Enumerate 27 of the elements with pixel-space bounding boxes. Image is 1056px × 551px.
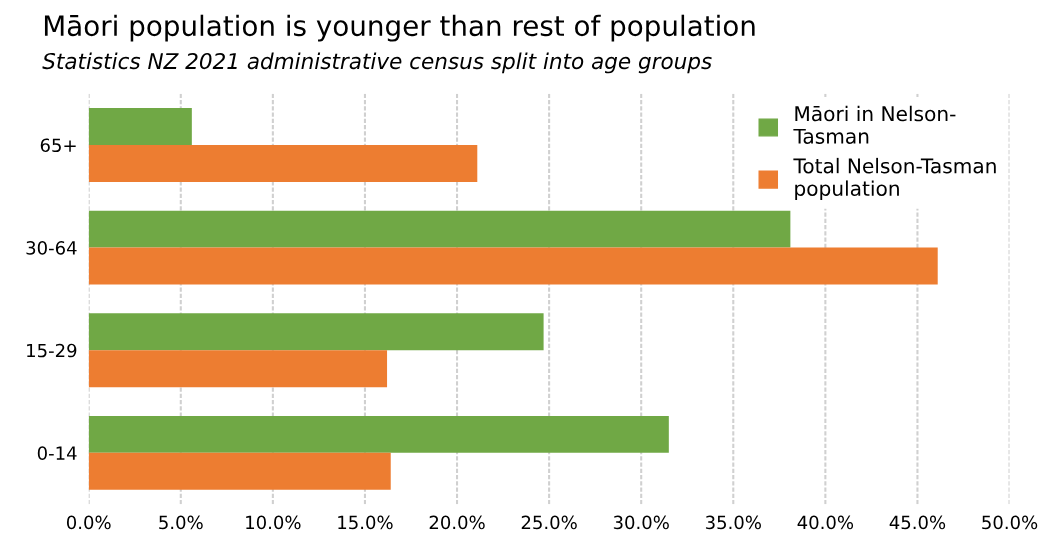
chart-title: Māori population is younger than rest of population [44,14,755,42]
bar [88,144,478,182]
x-tick-label: 5.0% [159,515,203,530]
y-tick-label: 15-29 [27,343,77,358]
y-tick-label: 0-14 [37,446,77,460]
bar [88,108,192,145]
x-tick-label: 30.0% [613,515,669,530]
bar [88,350,388,388]
x-tick-label: 40.0% [797,515,854,530]
x-tick-label: 20.0% [429,515,485,530]
x-tick-label: 50.0% [982,515,1038,530]
x-tick-label: 25.0% [521,515,577,530]
x-tick-label: 35.0% [705,515,761,530]
x-tick-label: 15.0% [338,515,393,530]
bar [88,313,544,351]
x-tick-label: 0.0% [66,515,111,530]
bar [88,452,391,490]
bar [88,210,791,248]
x-tick-label: 10.0% [246,515,301,530]
legend-label: Total Nelson-Tasman population [793,157,996,200]
y-tick-label: 65+ [40,138,76,153]
x-tick-label: 45.0% [889,515,946,530]
legend-label: Māori in Nelson-Tasman [793,105,956,144]
bar [88,247,938,285]
y-tick-label: 30-64 [26,241,77,255]
chart-subtitle: Statistics NZ 2021 administrative census split into age groups [42,52,712,74]
bar [88,415,669,453]
